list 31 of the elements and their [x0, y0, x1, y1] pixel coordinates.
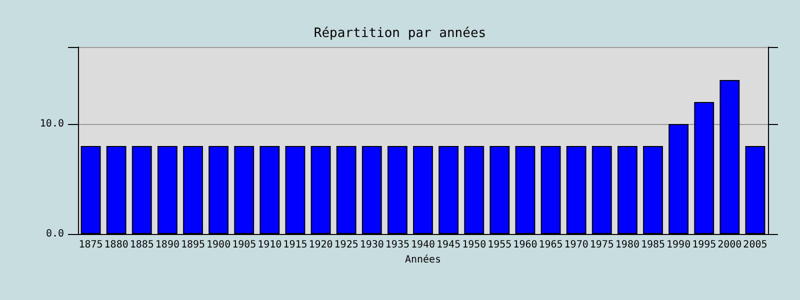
y-tick-label: 10.0 [40, 118, 64, 130]
x-tick-label: 1950 [462, 240, 486, 250]
x-axis-title: Années [404, 254, 442, 266]
x-tick-label: 1945 [436, 240, 461, 250]
x-tick-label: 2005 [743, 240, 768, 250]
y-tick-label: 0.0 [46, 228, 64, 240]
x-tick-label: 1890 [155, 240, 180, 250]
x-tick-label: 1885 [130, 240, 154, 250]
x-tick-label: 1960 [513, 240, 538, 250]
x-tick-label: 1900 [206, 240, 231, 250]
chart-title: Répartition par années [314, 26, 486, 41]
x-tick-label: 1980 [615, 240, 640, 250]
x-tick-label: 1990 [666, 240, 691, 250]
x-tick-label: 1975 [590, 240, 614, 250]
x-tick-label: 1940 [410, 240, 436, 250]
x-tick-label: 1995 [692, 240, 716, 250]
x-tick-label: 1955 [488, 240, 512, 250]
x-tick-label: 1880 [104, 240, 128, 250]
x-tick-label: 1895 [180, 240, 206, 250]
x-tick-label: 2000 [718, 240, 742, 250]
x-tick-label: 1875 [78, 240, 103, 250]
x-tick-label: 1930 [360, 240, 384, 250]
x-tick-label: 1910 [258, 240, 282, 250]
x-tick-label: 1935 [385, 240, 410, 250]
x-tick-label: 1985 [640, 240, 666, 250]
x-tick-label: 1970 [564, 240, 588, 250]
x-tick-label: 1925 [334, 240, 358, 250]
x-tick-label: 1915 [283, 240, 308, 250]
x-tick-label: 1905 [232, 240, 256, 250]
x-tick-label: 1965 [538, 240, 563, 250]
x-tick-label: 1920 [308, 240, 333, 250]
